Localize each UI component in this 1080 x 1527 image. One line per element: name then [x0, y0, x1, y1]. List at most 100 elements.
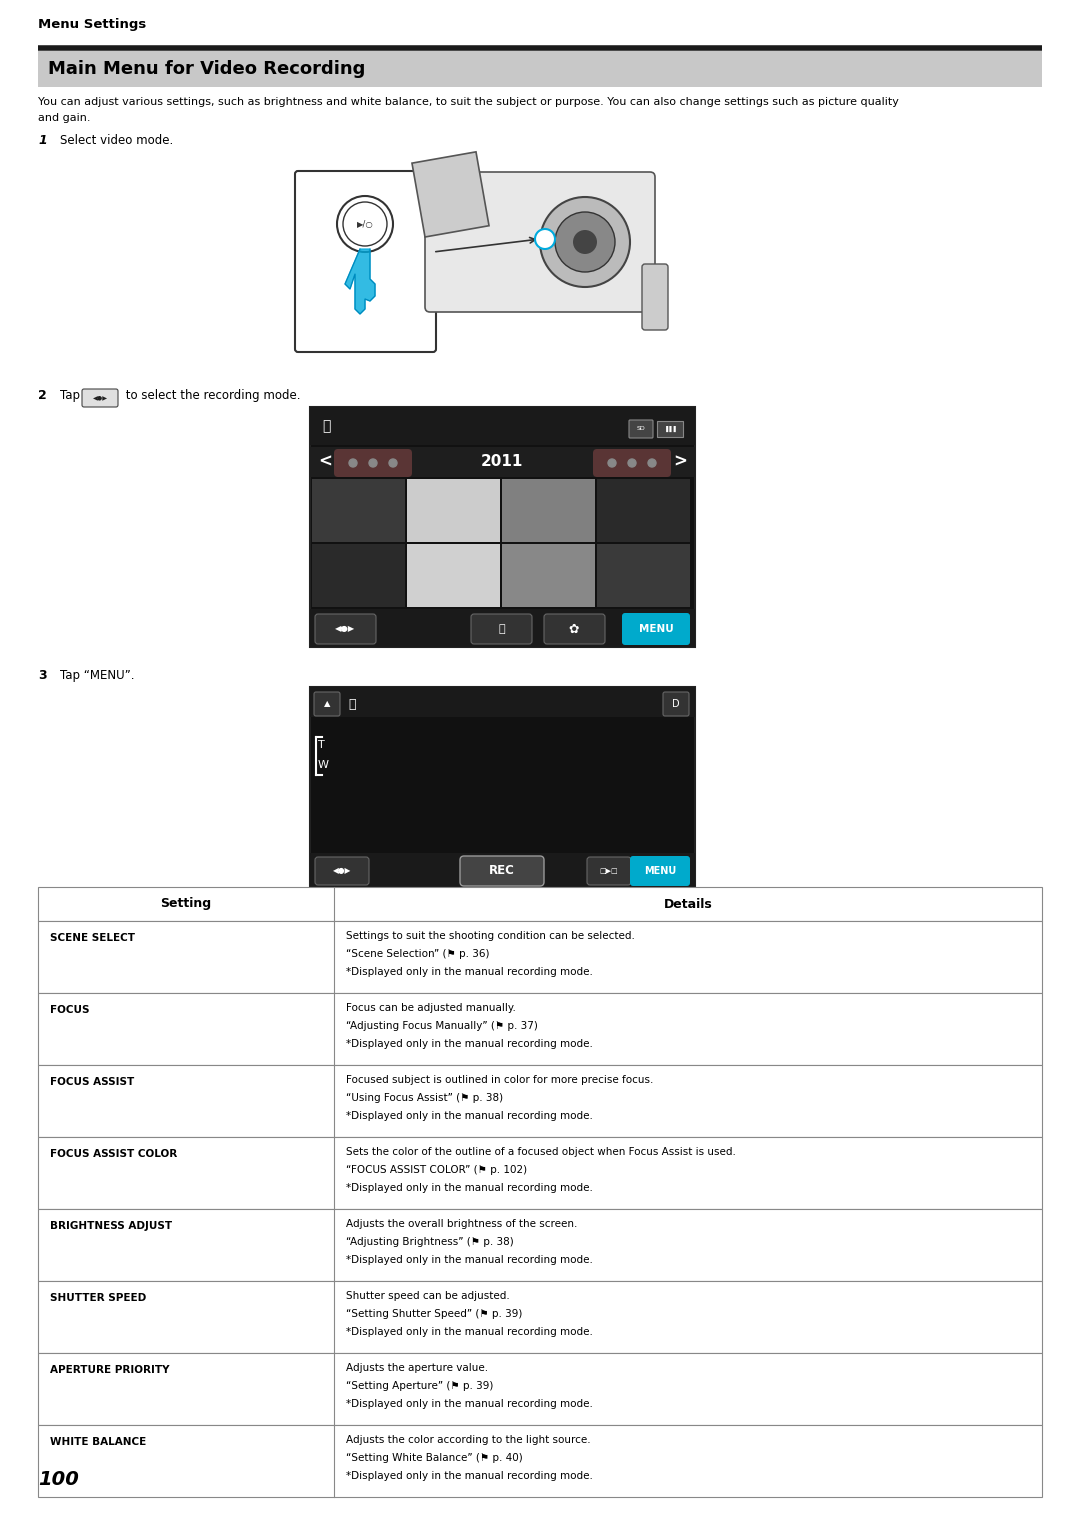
Text: *Displayed only in the manual recording mode.: *Displayed only in the manual recording … [346, 1255, 593, 1264]
Text: 🗑: 🗑 [499, 625, 505, 634]
Circle shape [349, 460, 357, 467]
Text: Focused subject is outlined in color for more precise focus.: Focused subject is outlined in color for… [346, 1075, 653, 1086]
Text: FOCUS: FOCUS [50, 1005, 90, 1015]
Text: REC: REC [489, 864, 515, 878]
Text: “Setting Aperture” (⚑ p. 39): “Setting Aperture” (⚑ p. 39) [346, 1380, 494, 1391]
FancyBboxPatch shape [334, 449, 411, 476]
Circle shape [389, 460, 397, 467]
Bar [310, 408, 696, 647]
FancyBboxPatch shape [315, 614, 376, 644]
Text: SHUTTER SPEED: SHUTTER SPEED [50, 1293, 146, 1303]
Bar [312, 544, 405, 608]
Text: Adjusts the aperture value.: Adjusts the aperture value. [346, 1364, 488, 1373]
Text: to select the recording mode.: to select the recording mode. [122, 389, 300, 402]
Text: 🎥: 🎥 [322, 418, 330, 434]
Bar [310, 687, 696, 718]
Text: FOCUS ASSIST COLOR: FOCUS ASSIST COLOR [50, 1148, 177, 1159]
Text: “FOCUS ASSIST COLOR” (⚑ p. 102): “FOCUS ASSIST COLOR” (⚑ p. 102) [346, 1165, 527, 1174]
Text: 100: 100 [38, 1471, 79, 1489]
Text: 1: 1 [38, 134, 46, 147]
Text: *Displayed only in the manual recording mode.: *Displayed only in the manual recording … [346, 1183, 593, 1193]
Text: “Adjusting Focus Manually” (⚑ p. 37): “Adjusting Focus Manually” (⚑ p. 37) [346, 1022, 538, 1031]
Circle shape [627, 460, 636, 467]
Bar [597, 479, 690, 542]
FancyBboxPatch shape [629, 420, 653, 438]
Text: *Displayed only in the manual recording mode.: *Displayed only in the manual recording … [346, 1471, 593, 1481]
Text: ◀●▶: ◀●▶ [335, 625, 355, 634]
Text: 2: 2 [38, 389, 46, 402]
Circle shape [535, 229, 555, 249]
Text: APERTURE PRIORITY: APERTURE PRIORITY [50, 1365, 170, 1374]
Text: FOCUS ASSIST: FOCUS ASSIST [50, 1077, 134, 1087]
Text: Details: Details [663, 898, 713, 910]
Text: ◀●▶: ◀●▶ [333, 866, 351, 875]
Text: SCENE SELECT: SCENE SELECT [50, 933, 135, 944]
Text: 👤: 👤 [348, 698, 355, 710]
Bar [38, 1425, 1042, 1496]
Text: *Displayed only in the manual recording mode.: *Displayed only in the manual recording … [346, 1038, 593, 1049]
FancyBboxPatch shape [588, 857, 631, 886]
Text: 3: 3 [38, 669, 46, 683]
Text: *Displayed only in the manual recording mode.: *Displayed only in the manual recording … [346, 1327, 593, 1338]
Bar [38, 1064, 1042, 1138]
Text: Focus can be adjusted manually.: Focus can be adjusted manually. [346, 1003, 516, 1012]
Text: “Setting White Balance” (⚑ p. 40): “Setting White Balance” (⚑ p. 40) [346, 1454, 523, 1463]
Text: Setting: Setting [161, 898, 212, 910]
Bar [502, 479, 595, 542]
Circle shape [608, 460, 616, 467]
Bar [310, 854, 696, 887]
FancyBboxPatch shape [593, 449, 671, 476]
Text: “Adjusting Brightness” (⚑ p. 38): “Adjusting Brightness” (⚑ p. 38) [346, 1237, 514, 1248]
FancyBboxPatch shape [314, 692, 340, 716]
Bar [310, 447, 696, 476]
Text: *Displayed only in the manual recording mode.: *Displayed only in the manual recording … [346, 967, 593, 977]
Text: Shutter speed can be adjusted.: Shutter speed can be adjusted. [346, 1290, 510, 1301]
Text: >: > [673, 454, 687, 470]
Bar [38, 921, 1042, 993]
Text: “Scene Selection” (⚑ p. 36): “Scene Selection” (⚑ p. 36) [346, 948, 489, 959]
Text: “Setting Shutter Speed” (⚑ p. 39): “Setting Shutter Speed” (⚑ p. 39) [346, 1309, 523, 1319]
Circle shape [337, 195, 393, 252]
Polygon shape [345, 249, 375, 315]
Bar [502, 544, 595, 608]
Bar [310, 408, 696, 444]
Text: Tap: Tap [60, 389, 84, 402]
Text: ▶/○: ▶/○ [356, 220, 374, 229]
FancyBboxPatch shape [642, 264, 669, 330]
Text: Sets the color of the outline of a focused object when Focus Assist is used.: Sets the color of the outline of a focus… [346, 1147, 735, 1157]
Text: T: T [318, 741, 325, 750]
Text: MENU: MENU [644, 866, 676, 876]
Bar [657, 421, 683, 437]
Text: WHITE BALANCE: WHITE BALANCE [50, 1437, 146, 1448]
Bar [38, 1138, 1042, 1209]
Text: Select video mode.: Select video mode. [60, 134, 173, 147]
Text: “Using Focus Assist” (⚑ p. 38): “Using Focus Assist” (⚑ p. 38) [346, 1093, 503, 1102]
Text: Settings to suit the shooting condition can be selected.: Settings to suit the shooting condition … [346, 931, 635, 941]
FancyBboxPatch shape [622, 612, 690, 644]
Text: Main Menu for Video Recording: Main Menu for Video Recording [48, 60, 365, 78]
Text: ◀●▶: ◀●▶ [93, 395, 108, 400]
Bar [38, 887, 1042, 921]
Bar [407, 544, 500, 608]
Text: Menu Settings: Menu Settings [38, 18, 146, 31]
Circle shape [573, 231, 597, 253]
Circle shape [648, 460, 656, 467]
Circle shape [369, 460, 377, 467]
Text: □▶□: □▶□ [599, 867, 619, 873]
Text: <: < [318, 454, 332, 470]
Bar [411, 151, 489, 237]
FancyBboxPatch shape [663, 692, 689, 716]
Text: W: W [318, 760, 329, 770]
Bar [38, 993, 1042, 1064]
Text: and gain.: and gain. [38, 113, 91, 124]
Text: BRIGHTNESS ADJUST: BRIGHTNESS ADJUST [50, 1222, 172, 1231]
FancyBboxPatch shape [315, 857, 369, 886]
Bar [38, 1281, 1042, 1353]
Text: Adjusts the color according to the light source.: Adjusts the color according to the light… [346, 1435, 591, 1445]
Text: *Displayed only in the manual recording mode.: *Displayed only in the manual recording … [346, 1399, 593, 1409]
FancyBboxPatch shape [630, 857, 690, 886]
Text: MENU: MENU [638, 625, 673, 634]
FancyBboxPatch shape [471, 614, 532, 644]
Bar [310, 687, 696, 887]
Bar [38, 50, 1042, 87]
